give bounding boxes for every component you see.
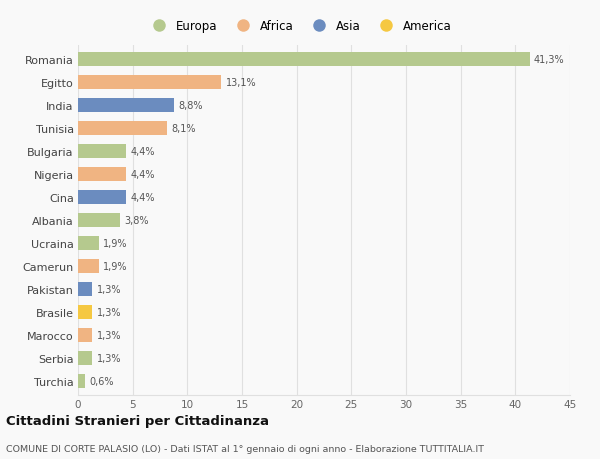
Bar [78, 190, 126, 205]
Bar [78, 75, 221, 90]
Text: 8,8%: 8,8% [179, 101, 203, 111]
Text: 1,3%: 1,3% [97, 307, 121, 317]
Text: 1,3%: 1,3% [97, 284, 121, 294]
Bar [78, 351, 92, 365]
Bar [78, 144, 126, 158]
Bar [78, 328, 92, 342]
Legend: Europa, Africa, Asia, America: Europa, Africa, Asia, America [147, 20, 452, 33]
Text: 0,6%: 0,6% [89, 376, 113, 386]
Bar [78, 121, 167, 135]
Text: 4,4%: 4,4% [130, 169, 155, 179]
Text: COMUNE DI CORTE PALASIO (LO) - Dati ISTAT al 1° gennaio di ogni anno - Elaborazi: COMUNE DI CORTE PALASIO (LO) - Dati ISTA… [6, 444, 484, 453]
Text: Cittadini Stranieri per Cittadinanza: Cittadini Stranieri per Cittadinanza [6, 414, 269, 428]
Text: 1,9%: 1,9% [103, 238, 128, 248]
Text: 1,3%: 1,3% [97, 330, 121, 340]
Text: 3,8%: 3,8% [124, 215, 148, 225]
Text: 41,3%: 41,3% [534, 55, 565, 65]
Text: 13,1%: 13,1% [226, 78, 256, 88]
Text: 8,1%: 8,1% [171, 123, 196, 134]
Bar [78, 374, 85, 388]
Bar [78, 52, 530, 67]
Bar [78, 98, 174, 112]
Text: 1,9%: 1,9% [103, 261, 128, 271]
Text: 4,4%: 4,4% [130, 192, 155, 202]
Bar [78, 305, 92, 319]
Bar [78, 236, 99, 251]
Bar [78, 167, 126, 181]
Text: 1,3%: 1,3% [97, 353, 121, 363]
Bar [78, 259, 99, 273]
Bar [78, 213, 119, 227]
Bar [78, 282, 92, 297]
Text: 4,4%: 4,4% [130, 146, 155, 157]
